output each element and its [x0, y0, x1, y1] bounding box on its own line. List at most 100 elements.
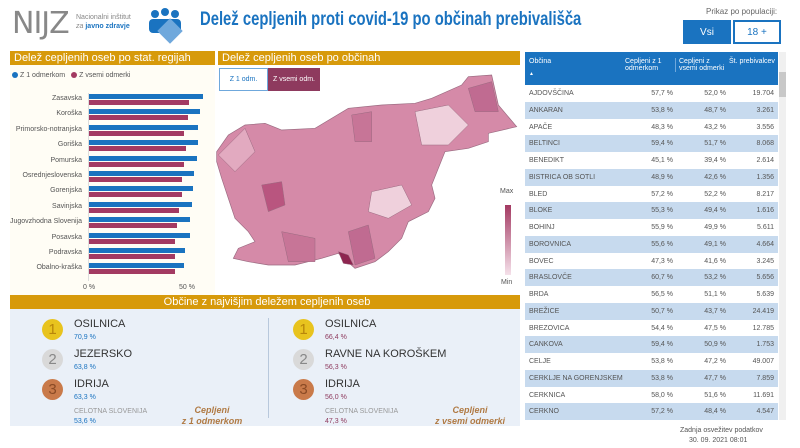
table-row[interactable]: BOHINJ 55,9 % 49,9 % 5.611: [525, 219, 778, 236]
table-scrollbar[interactable]: [779, 52, 786, 420]
cell-population: 12.785: [752, 324, 774, 332]
top-municipality-name[interactable]: OSILNICA: [325, 318, 377, 330]
top-municipality-name[interactable]: JEZERSKO: [74, 348, 133, 360]
bar-all-doses[interactable]: [89, 130, 185, 136]
table-row[interactable]: BOROVNICA 55,6 % 49,1 % 4.664: [525, 235, 778, 253]
region-label: Pomurska: [50, 156, 82, 164]
logo-sub-line2: za javno zdravje: [76, 22, 131, 31]
cell-all-doses: 41,6 %: [704, 257, 726, 265]
map-legend-min: Min: [501, 279, 513, 286]
table-row[interactable]: BOVEC 47,3 % 41,6 % 3.245: [525, 253, 778, 270]
col-header-municipality[interactable]: Občina ▲: [529, 58, 551, 77]
cell-municipality: CANKOVA: [529, 341, 563, 349]
bar-one-dose[interactable]: [89, 140, 199, 146]
table-row[interactable]: ANKARAN 53,8 % 48,7 % 3.261: [525, 101, 778, 119]
rank-2-medal-icon: 2: [42, 349, 63, 370]
table-row[interactable]: BELTINCI 59,4 % 51,7 % 8.068: [525, 135, 778, 153]
bar-one-dose[interactable]: [89, 94, 204, 99]
erco-logo: [149, 8, 183, 44]
bar-one-dose[interactable]: [89, 124, 199, 130]
col-header-population[interactable]: Št. prebivalcev: [729, 58, 775, 65]
bar-all-doses[interactable]: [89, 192, 182, 198]
table-row[interactable]: BENEDIKT 45,1 % 39,4 % 2.614: [525, 152, 778, 169]
top-municipality-name[interactable]: OSILNICA: [74, 318, 126, 330]
region-label: Zasavska: [52, 95, 82, 102]
top-municipality-pct: 70,9 %: [74, 334, 96, 341]
bar-one-dose[interactable]: [89, 217, 191, 223]
rank-2-medal-icon: 2: [293, 349, 314, 370]
rank-3-medal-icon: 3: [293, 379, 314, 400]
region-label: Goriška: [57, 141, 82, 149]
top-municipality-name[interactable]: RAVNE NA KOROŠKEM: [325, 348, 447, 360]
population-all-button[interactable]: Vsi: [683, 20, 731, 44]
bar-all-doses[interactable]: [89, 223, 178, 229]
cell-all-doses: 49,9 %: [704, 224, 726, 231]
table-row[interactable]: BRDA 56,5 % 51,1 % 5.639: [525, 286, 778, 303]
bar-all-doses[interactable]: [89, 269, 175, 275]
cell-all-doses: 52,2 %: [704, 190, 726, 198]
rank-1-medal-icon: 1: [293, 319, 314, 340]
top-municipality-pct: 63,3 %: [74, 394, 96, 401]
bar-all-doses[interactable]: [89, 177, 182, 182]
cell-one-dose: 53,8 %: [651, 106, 673, 114]
cell-population: 3.556: [756, 123, 774, 131]
col-header-all-doses[interactable]: Cepljeni z vsemi odmerki: [675, 58, 727, 72]
bar-all-doses[interactable]: [89, 146, 186, 152]
top-panel: [10, 309, 520, 426]
top-municipality-name[interactable]: IDRIJA: [325, 378, 360, 390]
col-header-one-dose[interactable]: Cepljeni z 1 odmerkom: [625, 58, 662, 72]
table-row[interactable]: CELJE 53,8 % 47,2 % 49.007: [525, 353, 778, 370]
table-row[interactable]: BLED 57,2 % 52,2 % 8.217: [525, 186, 778, 203]
cell-municipality: CERKNICA: [529, 391, 566, 399]
bar-one-dose[interactable]: [89, 201, 192, 207]
table-row[interactable]: CERKNO 57,2 % 48,4 % 4.547: [525, 403, 778, 421]
cell-population: 4.547: [756, 408, 774, 416]
bar-all-doses[interactable]: [89, 115, 188, 121]
cell-all-doses: 47,2 %: [704, 358, 726, 365]
table-row[interactable]: CERKNICA 58,0 % 51,6 % 11.691: [525, 387, 778, 404]
bar-one-dose[interactable]: [89, 232, 190, 238]
cell-municipality: ANKARAN: [529, 106, 563, 114]
bar-all-doses[interactable]: [89, 100, 189, 105]
sort-asc-icon[interactable]: ▲: [529, 71, 534, 77]
scrollbar-thumb[interactable]: [779, 72, 786, 97]
table-row[interactable]: BLOKE 55,3 % 49,4 % 1.616: [525, 202, 778, 220]
bar-all-doses[interactable]: [89, 238, 175, 244]
table-row[interactable]: CERKLJE NA GORENJSKEM 53,8 % 47,7 % 7.859: [525, 369, 778, 387]
cell-municipality: AJDOVŠČINA: [529, 90, 574, 97]
bar-all-doses[interactable]: [89, 207, 180, 213]
bar-one-dose[interactable]: [89, 109, 200, 115]
bar-all-doses[interactable]: [89, 161, 185, 167]
top-municipality-pct: 56,0 %: [325, 394, 347, 401]
toggle-all-doses[interactable]: Z vsemi odm.: [268, 68, 320, 91]
cell-municipality: BREŽICE: [529, 307, 560, 315]
bar-one-dose[interactable]: [89, 263, 185, 269]
cell-all-doses: 47,5 %: [704, 324, 726, 332]
bar-one-dose[interactable]: [89, 248, 186, 253]
table-row[interactable]: BISTRICA OB SOTLI 48,9 % 42,6 % 1.356: [525, 168, 778, 186]
top-municipality-name[interactable]: IDRIJA: [74, 378, 109, 390]
bar-one-dose[interactable]: [89, 186, 193, 192]
total-value: 47,3 %: [325, 418, 347, 425]
table-row[interactable]: BREZOVICA 54,4 % 47,5 % 12.785: [525, 320, 778, 337]
table-row[interactable]: BRASLOVČE 60,7 % 53,2 % 5.656: [525, 269, 778, 287]
bar-all-doses[interactable]: [89, 254, 175, 259]
slovenia-municipalities-map[interactable]: [215, 45, 525, 295]
nijz-logo: NIJZ: [12, 6, 70, 41]
cell-population: 11.691: [753, 391, 774, 399]
logo-text: NIJZ: [12, 6, 70, 41]
table-row[interactable]: CANKOVA 59,4 % 50,9 % 1.753: [525, 336, 778, 354]
cell-one-dose: 45,1 %: [651, 157, 673, 164]
table-row[interactable]: APAČE 48,3 % 43,2 % 3.556: [525, 119, 778, 136]
cell-one-dose: 48,9 %: [651, 173, 673, 181]
cell-population: 49.007: [752, 358, 774, 365]
cell-one-dose: 50,7 %: [651, 307, 673, 315]
bar-one-dose[interactable]: [89, 171, 194, 176]
bar-one-dose[interactable]: [89, 155, 198, 161]
table-row[interactable]: AJDOVŠČINA 57,7 % 52,0 % 19.704: [525, 85, 778, 102]
regions-panel-title: Delež cepljenih oseb po stat. regijah: [10, 51, 215, 65]
toggle-one-dose[interactable]: Z 1 odm.: [219, 68, 268, 91]
population-18plus-button[interactable]: 18 +: [733, 20, 781, 44]
x-tick-50: 50 %: [179, 284, 195, 291]
table-row[interactable]: BREŽICE 50,7 % 43,7 % 24.419: [525, 302, 778, 320]
